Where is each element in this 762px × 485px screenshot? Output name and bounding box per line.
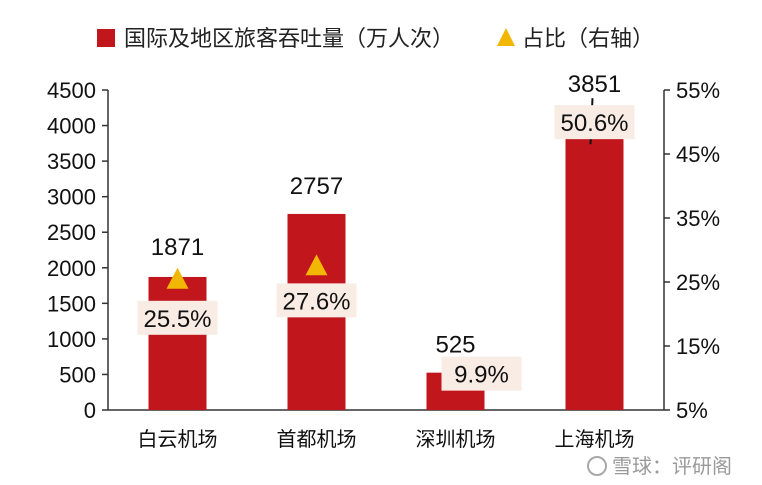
legend-marker-label: 占比（右轴） [522,27,654,52]
share-triangle-marker [166,267,189,289]
share-label: 9.9% [454,362,509,389]
right-tick-label: 15% [676,334,720,359]
left-tick-label: 3500 [47,149,96,174]
legend-bar-label: 国际及地区旅客吞吐量（万人次） [124,27,454,52]
right-axis-ticks: 5% 15% 25% 35% 45% 55% [664,78,720,423]
share-triangle-marker [305,254,328,276]
bar-value-label: 525 [435,332,475,359]
bar [148,276,207,410]
bars [148,136,624,410]
bar-value-label: 3851 [568,71,621,98]
share-label-box [441,356,522,391]
left-tick-label: 2500 [47,220,96,245]
right-tick-label: 55% [676,78,720,103]
left-tick-label: 1500 [47,291,96,316]
share-label-box [554,105,635,140]
bar [565,136,624,410]
watermark-logo-icon [587,456,607,476]
legend-triangle-icon [497,28,515,46]
right-tick-label: 45% [676,142,720,167]
share-labels: 25.5% 27.6% 9.9% 50.6% [137,105,635,391]
share-label: 50.6% [560,110,628,137]
category-label: 上海机场 [555,427,635,451]
share-label-box [276,283,357,318]
share-label: 27.6% [282,288,350,315]
legend-bar-swatch [97,29,115,47]
share-markers [166,107,606,389]
left-tick-label: 3000 [47,185,96,210]
right-tick-label: 5% [676,398,708,423]
watermark-text: 雪球：评研阁 [612,454,732,478]
category-label: 深圳机场 [416,427,496,451]
category-label: 白云机场 [138,427,218,451]
left-tick-label: 0 [84,398,96,423]
left-tick-label: 1000 [47,327,96,352]
right-tick-label: 25% [676,270,720,295]
bar-value-label: 1871 [151,234,204,261]
left-tick-label: 4500 [47,78,96,103]
watermark: 雪球：评研阁 [587,454,732,478]
right-tick-label: 35% [676,206,720,231]
share-label: 25.5% [143,306,211,333]
left-tick-label: 500 [59,362,96,387]
legend: 国际及地区旅客吞吐量（万人次） 占比（右轴） [97,27,654,52]
bar-value-label: 2757 [290,173,343,200]
left-axis-ticks: 0 500 1000 1500 2000 2500 3000 3500 4000 4500 [47,78,108,423]
left-tick-label: 2000 [47,256,96,281]
share-label-box [137,300,218,335]
left-tick-label: 4000 [47,114,96,139]
category-label: 首都机场 [277,427,357,451]
category-labels: 白云机场 首都机场 深圳机场 上海机场 [138,427,635,451]
value-labels: 1871 2757 525 3851 [151,71,621,359]
